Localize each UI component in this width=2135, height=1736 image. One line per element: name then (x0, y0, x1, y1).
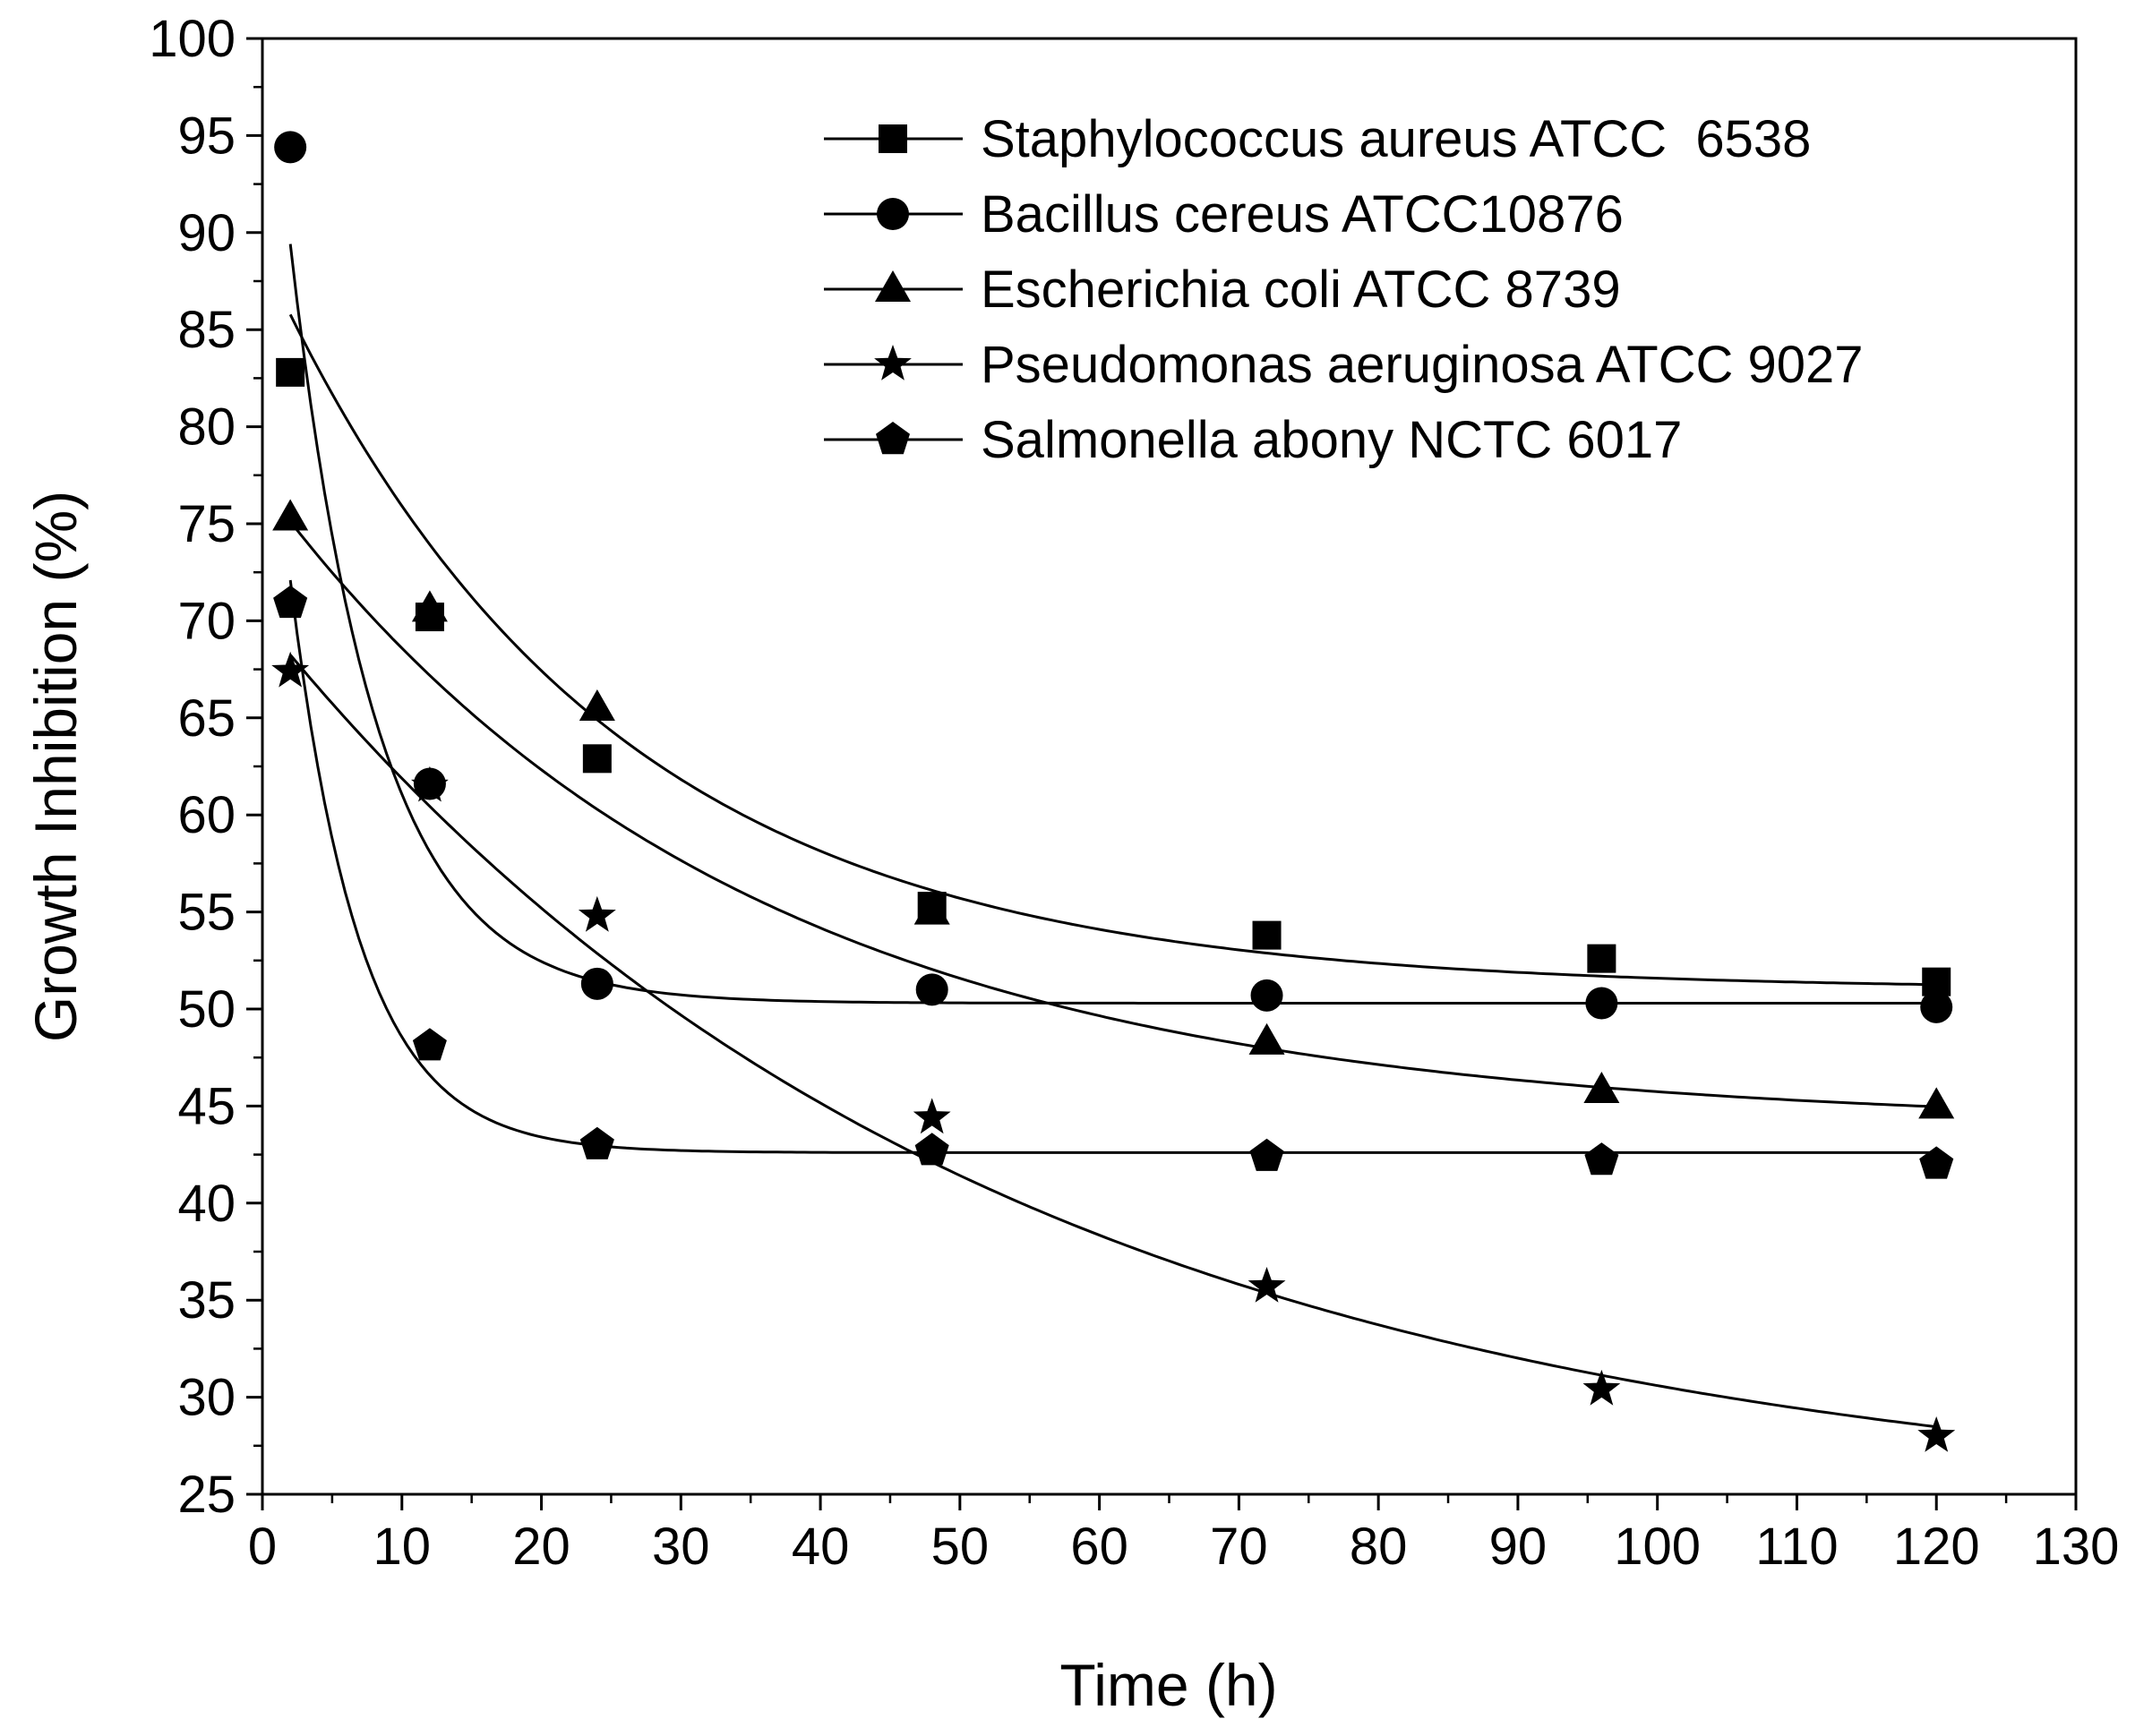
data-point-star-marker (1917, 1416, 1956, 1452)
legend-label: Pseudomonas aeruginosa ATCC 9027 (981, 336, 1864, 394)
x-tick-label: 30 (652, 1518, 710, 1576)
legend-square-marker (879, 124, 907, 153)
legend-label: Staphylococcus aureus ATCC 6538 (981, 110, 1811, 168)
x-tick-label: 100 (1614, 1518, 1701, 1576)
data-point-pentagon-marker (412, 1028, 447, 1061)
x-tick-label: 40 (792, 1518, 850, 1576)
y-tick-label: 65 (177, 689, 236, 748)
x-tick-label: 10 (373, 1518, 432, 1576)
fit-curve-series-1 (288, 313, 1937, 987)
data-point-pentagon-marker (1584, 1142, 1619, 1176)
y-tick-label: 70 (177, 592, 236, 650)
x-tick-label: 80 (1350, 1518, 1408, 1576)
data-point-pentagon-marker (1249, 1138, 1284, 1171)
data-point-triangle-marker (1583, 1072, 1620, 1104)
fit-curves (288, 244, 1937, 1429)
data-markers (271, 131, 1956, 1452)
y-tick-label: 40 (177, 1175, 236, 1233)
data-point-circle-marker (1920, 990, 1953, 1023)
data-point-circle-marker (274, 131, 307, 164)
data-point-triangle-marker (272, 499, 309, 531)
x-tick-label: 0 (248, 1518, 277, 1576)
y-tick-label: 85 (177, 301, 236, 359)
x-tick-label: 110 (1755, 1518, 1838, 1576)
data-point-star-marker (1582, 1369, 1621, 1406)
data-point-square-marker (1252, 920, 1282, 950)
y-axis-title: Growth Inhibition (%) (22, 491, 89, 1042)
y-tick-label: 50 (177, 980, 236, 1039)
y-tick-label: 95 (177, 107, 236, 165)
legend-label: Bacillus cereus ATCC10876 (981, 185, 1624, 244)
legend-entry: Escherichia coli ATCC 8739 (824, 261, 1621, 319)
data-point-circle-marker (915, 973, 948, 1006)
data-point-circle-marker (580, 967, 613, 1000)
data-point-star-marker (913, 1098, 951, 1134)
fit-curve-series-5 (288, 579, 1937, 1154)
data-point-pentagon-marker (273, 585, 308, 619)
data-point-triangle-marker (579, 688, 615, 721)
legend-label: Salmonella abony NCTC 6017 (981, 411, 1682, 469)
data-point-square-marker (582, 744, 612, 774)
plot-frame (261, 37, 2078, 1496)
y-tick-label: 90 (177, 204, 236, 262)
data-point-star-marker (271, 651, 310, 688)
legend-entry: Staphylococcus aureus ATCC 6538 (824, 110, 1811, 168)
legend: Staphylococcus aureus ATCC 6538 Bacillus … (824, 110, 1864, 469)
data-point-circle-marker (1250, 979, 1283, 1012)
legend-circle-marker (877, 198, 909, 230)
y-tick-label: 75 (177, 495, 236, 553)
axis-ticks: 0 10 20 30 40 50 60 70 80 90 100 110 120 130 25 30 35 40 4… (149, 10, 2119, 1576)
legend-triangle-marker (875, 270, 911, 302)
data-point-square-marker (1587, 944, 1616, 973)
y-tick-label: 30 (177, 1369, 236, 1427)
data-point-triangle-marker (411, 590, 448, 622)
legend-star-marker (874, 345, 912, 381)
y-tick-label: 35 (177, 1271, 236, 1330)
data-point-triangle-marker (913, 893, 950, 925)
legend-label: Escherichia coli ATCC 8739 (981, 261, 1621, 319)
data-point-triangle-marker (1248, 1022, 1285, 1055)
fit-curve-series-4 (289, 654, 1937, 1429)
x-tick-label: 20 (512, 1518, 570, 1576)
legend-pentagon-marker (876, 422, 910, 455)
y-tick-label: 60 (177, 786, 236, 844)
x-tick-label: 70 (1210, 1518, 1268, 1576)
x-tick-label: 50 (931, 1518, 990, 1576)
legend-entry: Pseudomonas aeruginosa ATCC 9027 (824, 336, 1864, 394)
data-point-star-marker (1248, 1267, 1286, 1303)
x-tick-label: 130 (2033, 1518, 2120, 1576)
data-point-pentagon-marker (579, 1126, 614, 1159)
data-point-triangle-marker (1918, 1087, 1955, 1119)
x-tick-label: 120 (1893, 1518, 1980, 1576)
y-tick-label: 80 (177, 398, 236, 457)
x-tick-label: 60 (1070, 1518, 1128, 1576)
data-point-pentagon-marker (914, 1133, 949, 1166)
data-point-circle-marker (1585, 987, 1618, 1020)
fit-curve-series-3 (289, 520, 1937, 1108)
y-tick-label: 55 (177, 884, 236, 942)
data-point-star-marker (578, 895, 616, 932)
y-tick-label: 100 (149, 10, 236, 68)
data-point-square-marker (276, 357, 305, 387)
x-axis-title: Time (h) (1059, 1652, 1277, 1718)
legend-entry: Salmonella abony NCTC 6017 (824, 411, 1682, 469)
data-point-star-marker (411, 765, 449, 802)
y-tick-label: 45 (177, 1077, 236, 1135)
data-point-pentagon-marker (1919, 1146, 1954, 1179)
x-tick-label: 90 (1489, 1518, 1548, 1576)
fit-curve-series-2 (288, 244, 1937, 1005)
y-tick-label: 25 (177, 1466, 236, 1524)
legend-entry: Bacillus cereus ATCC10876 (824, 185, 1624, 244)
